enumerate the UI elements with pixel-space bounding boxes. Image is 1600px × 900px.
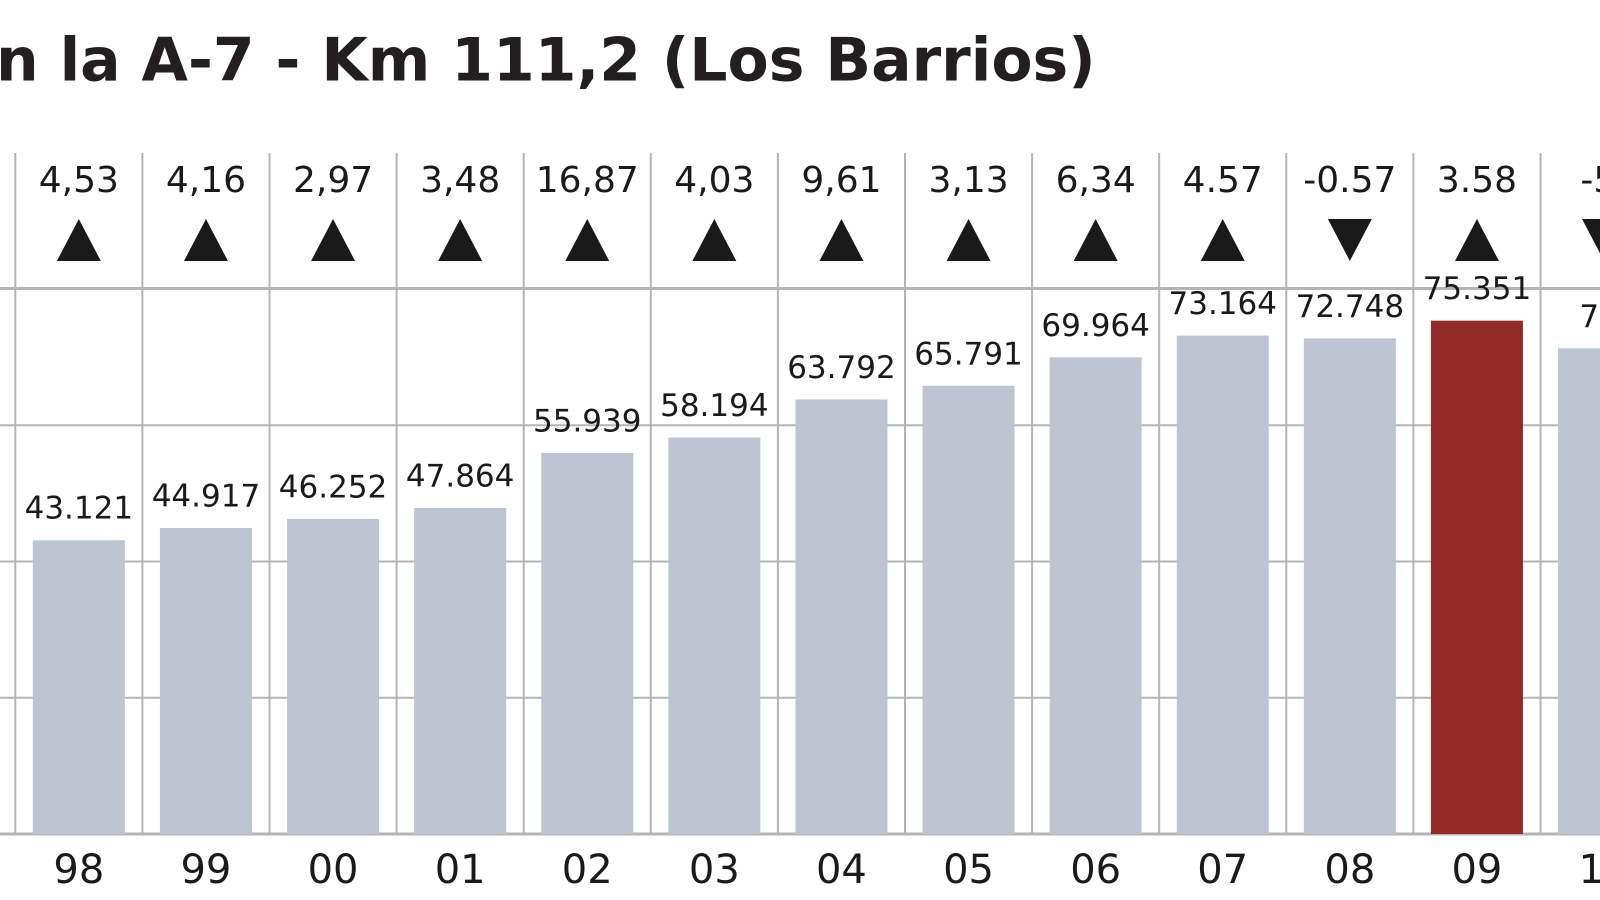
chart-title: n la A-7 - Km 111,2 (Los Barrios) (0, 26, 1096, 96)
value-label: 72.748 (1296, 289, 1404, 325)
change-label: 16,87 (536, 160, 639, 201)
x-tick-label: 06 (1070, 847, 1121, 893)
change-arrow (311, 219, 356, 261)
change-arrow (438, 219, 483, 261)
change-label: 4,16 (166, 160, 246, 201)
value-label: 63.792 (787, 350, 895, 386)
value-label: 44.917 (152, 479, 260, 515)
bar (159, 528, 252, 834)
change-label: 2,97 (293, 160, 373, 201)
x-tick-label: 08 (1324, 847, 1375, 893)
x-tick-label: 04 (816, 847, 867, 893)
bar (795, 399, 888, 834)
change-label: 3,48 (420, 160, 500, 201)
change-arrow (819, 219, 864, 261)
bar (414, 507, 507, 834)
value-label: 58.194 (660, 388, 768, 424)
x-tick-label: 98 (53, 847, 104, 893)
value-label: 73.164 (1169, 286, 1277, 322)
change-label: 9,61 (801, 160, 881, 201)
change-arrow (1582, 219, 1600, 254)
value-label: 43.121 (25, 491, 133, 527)
value-label: 71. (1579, 299, 1600, 335)
change-label: 4,03 (674, 160, 754, 201)
bar (668, 437, 761, 834)
change-label: -5. (1580, 160, 1600, 201)
bar (1176, 335, 1269, 834)
x-tick-label: 02 (562, 847, 613, 893)
change-label: 4.57 (1183, 160, 1263, 201)
change-arrow (692, 219, 737, 261)
change-label: 4,53 (39, 160, 119, 201)
value-label: 55.939 (533, 403, 641, 439)
x-tick-label: 09 (1451, 847, 1502, 893)
bar (922, 385, 1015, 834)
change-arrow (1073, 219, 1118, 261)
bar (1558, 348, 1600, 834)
value-label: 69.964 (1041, 308, 1149, 344)
bar (1303, 338, 1396, 834)
value-label: 65.791 (914, 336, 1022, 372)
change-label: 6,34 (1056, 160, 1136, 201)
change-arrow (565, 219, 610, 261)
change-label: 3,13 (928, 160, 1008, 201)
bar (541, 452, 634, 834)
bar (287, 518, 380, 834)
x-tick-label: 00 (308, 847, 359, 893)
change-label: -0.57 (1303, 160, 1396, 201)
change-arrow (1200, 219, 1245, 261)
change-arrow (1327, 219, 1372, 261)
bar (1049, 357, 1142, 834)
x-tick-label: 10 (1579, 847, 1600, 893)
value-label: 46.252 (279, 469, 387, 505)
x-tick-label: 05 (943, 847, 994, 893)
x-tick-label: 99 (180, 847, 231, 893)
bar (1430, 320, 1523, 834)
change-arrow (946, 219, 991, 261)
change-arrow (183, 219, 228, 261)
change-arrow (56, 219, 101, 261)
x-tick-label: 03 (689, 847, 740, 893)
change-label: 3.58 (1437, 160, 1517, 201)
value-label: 47.864 (406, 458, 514, 494)
x-tick-label: 01 (435, 847, 486, 893)
x-tick-label: 07 (1197, 847, 1248, 893)
bar (32, 540, 125, 834)
value-label: 75.351 (1423, 271, 1531, 307)
change-arrow (1454, 219, 1499, 261)
